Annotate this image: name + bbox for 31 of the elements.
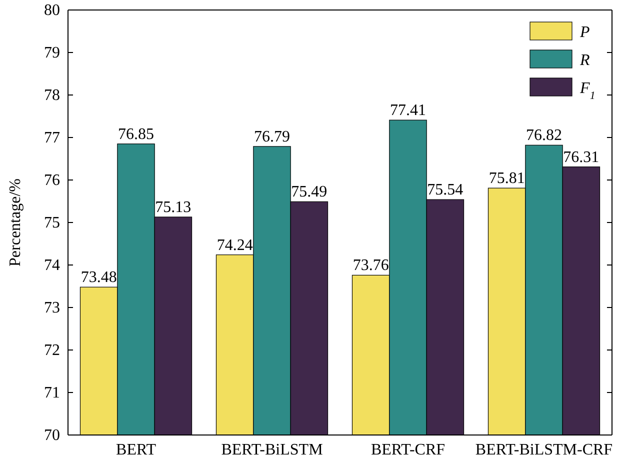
y-tick-label: 70 (44, 427, 60, 444)
data-label: 75.81 (488, 170, 525, 188)
data-label: 77.41 (390, 102, 426, 120)
data-label: 76.31 (563, 148, 600, 166)
y-tick-label: 79 (44, 44, 60, 62)
data-label: 76.82 (526, 127, 562, 144)
y-axis-title: Percentage/% (7, 178, 24, 266)
data-label: 75.54 (427, 182, 464, 199)
legend-label: P (579, 24, 590, 41)
y-tick-label: 78 (44, 87, 60, 104)
legend-label: R (579, 52, 590, 69)
y-tick-label: 76 (44, 172, 60, 190)
data-label: 76.85 (118, 126, 154, 143)
y-tick-label: 72 (44, 342, 60, 360)
x-tick-label: BERT-BiLSTM (221, 441, 323, 458)
data-label: 73.76 (352, 257, 389, 274)
y-tick-label: 77 (44, 130, 60, 147)
data-label: 75.49 (291, 184, 328, 201)
x-tick-label: BERT-CRF (370, 441, 446, 458)
y-tick-label: 80 (44, 2, 60, 20)
y-tick-label: 75 (44, 214, 60, 232)
y-tick-label: 73 (44, 300, 60, 317)
data-label: 74.24 (216, 236, 253, 254)
y-tick-label: 71 (44, 384, 60, 402)
x-tick-label: BERT (116, 441, 156, 458)
y-tick-label: 74 (44, 257, 60, 274)
x-tick-label: BERT-BiLSTM-CRF (475, 441, 613, 458)
data-label: 73.48 (80, 269, 117, 286)
data-label: 76.79 (254, 128, 290, 146)
data-label: 75.13 (155, 198, 192, 216)
legend-label: F$_{1}$ (579, 80, 596, 102)
